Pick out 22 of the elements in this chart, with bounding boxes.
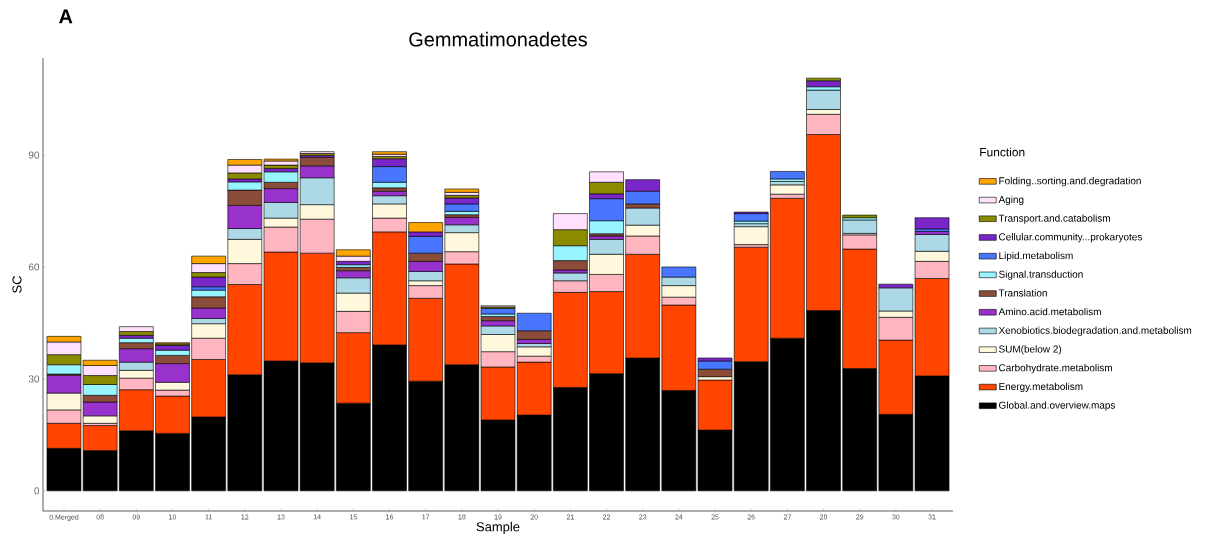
- legend-label: Carbohydrate.metabolism: [999, 364, 1112, 374]
- legend-label: Folding..sorting.and.degradation: [999, 177, 1141, 187]
- legend-label: Global.and.overview.maps: [999, 401, 1116, 411]
- legend-label: Transport.and.catabolism: [998, 214, 1110, 224]
- legend-title: Function: [980, 147, 1025, 157]
- legend-label: Cellular.community...prokaryotes: [999, 233, 1142, 243]
- chart-title: Gemmatimonadetes: [409, 31, 587, 47]
- legend-label: Aging: [998, 195, 1024, 205]
- y-tick-label: 60: [28, 263, 40, 271]
- legend-label: Energy.metabolism: [999, 382, 1083, 392]
- legend-label: Signal.transduction: [999, 270, 1083, 280]
- legend-label: SUM(below 2): [999, 345, 1062, 355]
- legend-label: Xenobiotics.biodegradation.and.metabolism: [998, 326, 1192, 336]
- y-axis-title: SC: [12, 276, 22, 293]
- legend-label: Lipid.metabolism: [999, 251, 1073, 262]
- text: A: [59, 9, 73, 24]
- y-tick-label: 90: [28, 151, 40, 159]
- y-tick-label: 0: [34, 487, 40, 495]
- legend-label: Amino.acid.metabolism: [998, 307, 1101, 316]
- legend-label: Translation: [998, 289, 1047, 297]
- x-axis-title: Sample: [476, 521, 520, 534]
- y-tick-label: 30: [28, 375, 40, 383]
